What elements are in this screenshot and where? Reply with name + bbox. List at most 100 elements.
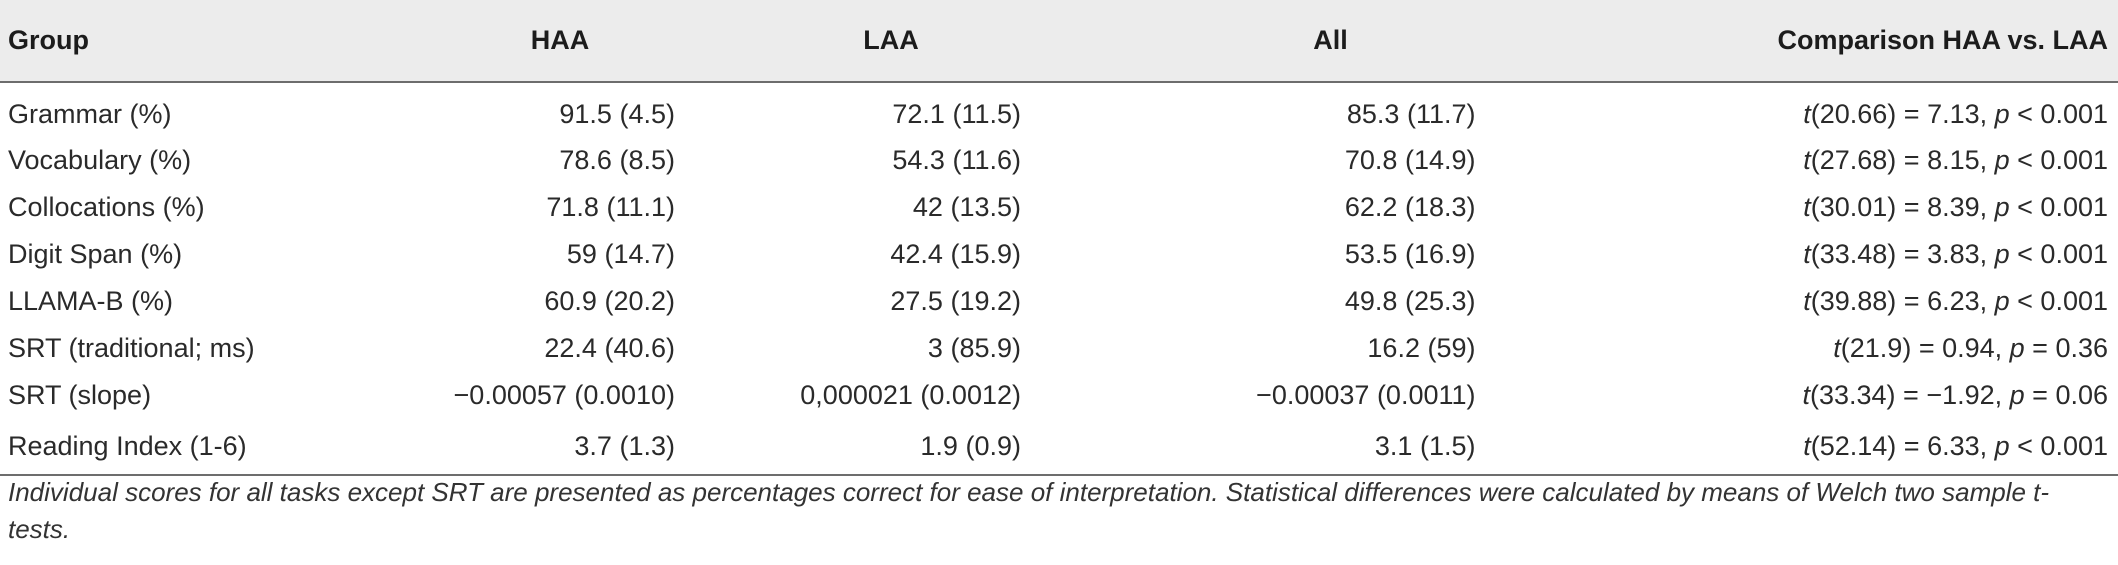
haa-mean: −0.00057: [453, 380, 567, 410]
cell-haa: −0.00057 (0.0010): [400, 372, 720, 419]
stat-t-value: (27.68) = 8.15,: [1810, 145, 1995, 175]
stat-t-value: (21.9) = 0.94,: [1840, 333, 2010, 363]
laa-mean: 0,000021: [800, 380, 913, 410]
haa-mean: 71.8: [546, 192, 599, 222]
all-value-group: 70.8 (14.9): [1186, 145, 1476, 176]
stat-p-symbol: p: [1994, 98, 2010, 129]
haa-mean: 59: [566, 239, 597, 269]
stat-p-symbol: p: [1994, 286, 2010, 316]
cell-all: 49.8 (25.3): [1062, 278, 1599, 325]
stat-p-value: < 0.001: [2009, 431, 2108, 461]
laa-mean: 3: [927, 333, 943, 363]
all-sd: (59): [1427, 333, 1476, 363]
haa-value-group: 22.4 (40.6): [445, 333, 675, 364]
haa-sd: (11.1): [606, 192, 675, 222]
cell-haa: 91.5 (4.5): [400, 82, 720, 137]
haa-mean: 78.6: [559, 145, 612, 175]
stat-p-symbol: p: [1994, 431, 2010, 461]
laa-mean: 42.4: [890, 239, 943, 269]
all-mean: 85.3: [1346, 98, 1400, 129]
cell-group: Reading Index (1-6): [0, 419, 400, 476]
all-sd: (1.5): [1419, 431, 1476, 461]
laa-sd: (19.2): [950, 286, 1021, 316]
cell-all: 16.2 (59): [1062, 325, 1599, 372]
laa-sd: (85.9): [950, 333, 1021, 363]
stat-t-value: (52.14) = 6.33,: [1810, 431, 1995, 461]
stat-t-value: (33.34) = −1.92,: [1810, 380, 2010, 410]
all-mean: −0.00037: [1256, 380, 1370, 410]
all-value-group: 62.2 (18.3): [1186, 192, 1476, 223]
stat-t-symbol: t: [1803, 286, 1811, 316]
haa-value-group: 59 (14.7): [445, 239, 675, 270]
all-sd: (0.0011): [1376, 380, 1476, 410]
stat-p-symbol: p: [2009, 380, 2025, 410]
all-value-group: −0.00037 (0.0011): [1186, 380, 1476, 411]
all-sd: (14.9): [1404, 145, 1476, 175]
stat-p-symbol: p: [1994, 145, 2010, 175]
stat-t-symbol: t: [1802, 380, 1810, 410]
header-comparison: Comparison HAA vs. LAA: [1599, 0, 2118, 83]
cell-haa: 59 (14.7): [400, 231, 720, 278]
cell-haa: 3.7 (1.3): [400, 419, 720, 476]
cell-haa: 78.6 (8.5): [400, 137, 720, 184]
all-sd: (16.9): [1404, 239, 1476, 269]
cell-all: 53.5 (16.9): [1062, 231, 1599, 278]
stat-t-value: (30.01) = 8.39,: [1810, 192, 1995, 222]
all-value-group: 53.5 (16.9): [1186, 239, 1476, 270]
cell-all: 85.3 (11.7): [1062, 82, 1599, 137]
cell-haa: 60.9 (20.2): [400, 278, 720, 325]
stat-t-symbol: t: [1803, 98, 1811, 129]
laa-mean: 27.5: [890, 286, 943, 316]
cell-laa: 54.3 (11.6): [720, 137, 1062, 184]
all-mean: 3.1: [1374, 431, 1413, 461]
all-sd: (25.3): [1404, 286, 1476, 316]
haa-value-group: 91.5 (4.5): [445, 99, 675, 130]
haa-sd: (8.5): [619, 145, 675, 175]
all-mean: 70.8: [1344, 145, 1398, 175]
laa-value-group: 27.5 (19.2): [761, 286, 1021, 317]
haa-sd: (0.0010): [574, 380, 675, 410]
cell-group: Collocations (%): [8, 192, 205, 222]
laa-value-group: 0,000021 (0.0012): [761, 380, 1021, 411]
table-row: Vocabulary (%) 78.6 (8.5) 54.3 (11.6) 70.8 …: [0, 137, 2118, 184]
stat-t-symbol: t: [1803, 192, 1811, 222]
all-value-group: 3.1 (1.5): [1186, 431, 1476, 462]
stat-p-value: < 0.001: [2009, 145, 2108, 175]
stat-p-symbol: p: [2009, 333, 2025, 363]
stat-p-value: < 0.001: [2009, 192, 2108, 222]
stat-p-value: < 0.001: [2009, 98, 2108, 129]
cell-haa: 22.4 (40.6): [400, 325, 720, 372]
table-footnote: Individual scores for all tasks except S…: [8, 477, 2050, 544]
cell-all: 70.8 (14.9): [1062, 137, 1599, 184]
stat-t-symbol: t: [1803, 239, 1811, 269]
header-row: Group HAA LAA All Comparison HAA vs. LAA: [0, 0, 2118, 83]
cell-laa: 1.9 (0.9): [720, 419, 1062, 476]
all-value-group: 16.2 (59): [1186, 333, 1476, 364]
haa-sd: (1.3): [619, 431, 675, 461]
laa-sd: (0.0012): [920, 380, 1021, 410]
cell-laa: 3 (85.9): [720, 325, 1062, 372]
haa-mean: 91.5: [559, 98, 612, 129]
haa-sd: (14.7): [604, 239, 675, 269]
statistics-table: Group HAA LAA All Comparison HAA vs. LAA…: [0, 0, 2118, 476]
cell-group: Vocabulary (%): [8, 145, 192, 175]
cell-comparison: t(33.34) = −1.92, p = 0.06: [1599, 372, 2118, 419]
cell-group: SRT (traditional; ms): [8, 333, 255, 363]
laa-sd: (11.5): [952, 98, 1021, 129]
laa-mean: 72.1: [892, 98, 945, 129]
cell-haa: 71.8 (11.1): [400, 184, 720, 231]
header-haa: HAA: [400, 0, 720, 83]
stat-p-value: < 0.001: [2009, 286, 2108, 316]
laa-mean: 54.3: [892, 145, 945, 175]
laa-sd: (11.6): [952, 145, 1021, 175]
cell-group: Grammar (%): [8, 98, 172, 129]
laa-value-group: 3 (85.9): [761, 333, 1021, 364]
table-row: Grammar (%) 91.5 (4.5) 72.1 (11.5) 85.3 (11…: [0, 82, 2118, 137]
cell-all: −0.00037 (0.0011): [1062, 372, 1599, 419]
header-all: All: [1062, 0, 1599, 83]
cell-laa: 72.1 (11.5): [720, 82, 1062, 137]
cell-comparison: t(30.01) = 8.39, p < 0.001: [1599, 184, 2118, 231]
cell-comparison: t(52.14) = 6.33, p < 0.001: [1599, 419, 2118, 476]
laa-value-group: 42.4 (15.9): [761, 239, 1021, 270]
cell-laa: 42.4 (15.9): [720, 231, 1062, 278]
